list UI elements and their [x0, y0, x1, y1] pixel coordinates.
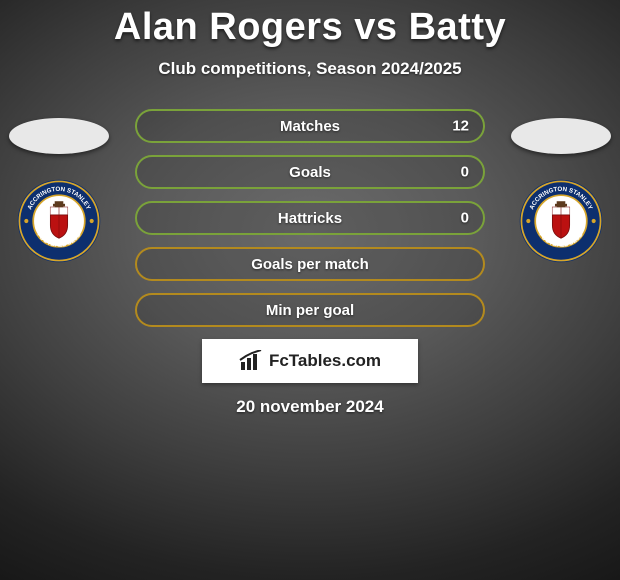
brand-box[interactable]: FcTables.com [202, 339, 418, 383]
player-left-crest: ACCRINGTON STANLEY FOOTBALL CLUB [16, 178, 102, 264]
stat-label: Goals [289, 164, 331, 181]
page-title: Alan Rogers vs Batty [0, 0, 620, 49]
brand-label: FcTables.com [269, 351, 381, 371]
player-left-avatar [9, 118, 109, 154]
player-right-crest: ACCRINGTON STANLEY FOOTBALL CLUB [518, 178, 604, 264]
page-subtitle: Club competitions, Season 2024/2025 [0, 59, 620, 79]
player-left-column: ACCRINGTON STANLEY FOOTBALL CLUB [4, 118, 114, 264]
chart-icon [239, 350, 263, 372]
stat-right-value: 0 [461, 164, 469, 181]
stat-right-value: 12 [452, 118, 469, 135]
stat-row: Min per goal [135, 293, 485, 327]
player-right-avatar [511, 118, 611, 154]
stat-label: Goals per match [251, 256, 369, 273]
stats-list: Matches 12 Goals 0 Hattricks 0 Goals per… [135, 109, 485, 327]
stat-row: Goals 0 [135, 155, 485, 189]
stat-label: Min per goal [266, 302, 354, 319]
player-right-column: ACCRINGTON STANLEY FOOTBALL CLUB [506, 118, 616, 264]
page-date: 20 november 2024 [0, 397, 620, 417]
stat-row: Goals per match [135, 247, 485, 281]
stat-label: Hattricks [278, 210, 342, 227]
stat-row: Matches 12 [135, 109, 485, 143]
stat-row: Hattricks 0 [135, 201, 485, 235]
stat-right-value: 0 [461, 210, 469, 227]
stat-label: Matches [280, 118, 340, 135]
